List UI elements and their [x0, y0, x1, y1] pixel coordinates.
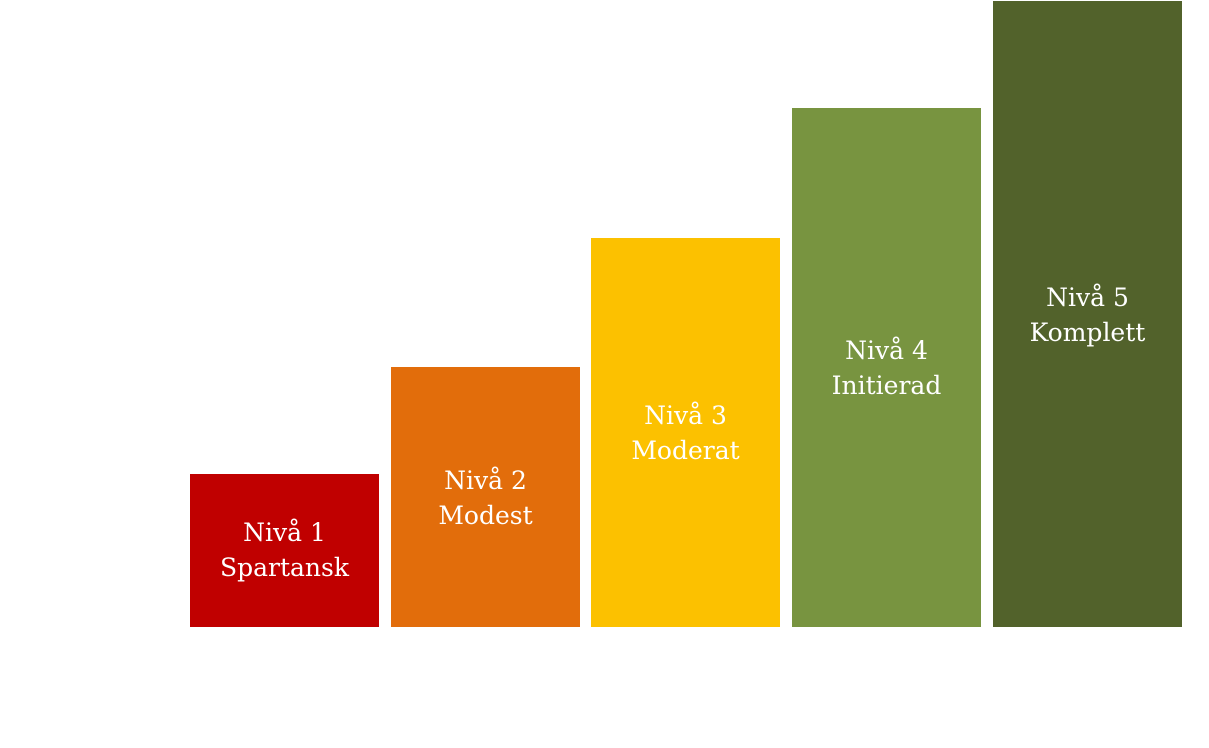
step-level-4: Nivå 4 Initierad	[792, 108, 981, 627]
step-level-label: Nivå 4	[845, 336, 928, 365]
step-level-3: Nivå 3 Moderat	[591, 238, 780, 627]
step-name-label: Modest	[438, 501, 533, 530]
step-level-label: Nivå 2	[444, 466, 527, 495]
step-level-label: Nivå 3	[644, 401, 727, 430]
step-level-1: Nivå 1 Spartansk	[190, 474, 379, 627]
step-level-label: Nivå 5	[1046, 283, 1129, 312]
step-name-label: Initierad	[831, 371, 942, 400]
step-name-label: Moderat	[631, 436, 740, 465]
step-level-2: Nivå 2 Modest	[391, 367, 580, 627]
step-level-label: Nivå 1	[243, 518, 326, 547]
step-name-label: Komplett	[1029, 318, 1146, 347]
step-name-label: Spartansk	[219, 553, 350, 582]
step-level-5: Nivå 5 Komplett	[993, 1, 1182, 627]
